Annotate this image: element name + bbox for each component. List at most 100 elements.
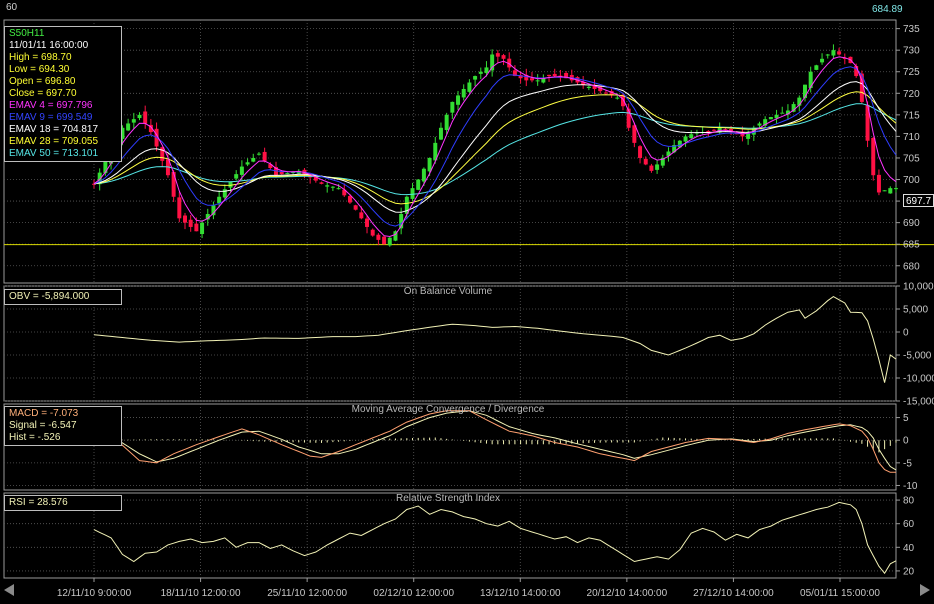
candle-body [410, 188, 415, 199]
candle-body [239, 166, 244, 175]
candle-body [774, 114, 779, 119]
y-tick-label: 685 [903, 240, 920, 251]
candle-body [251, 157, 256, 162]
candle-body [256, 153, 261, 155]
candle-body [387, 237, 392, 246]
time-scrollbar[interactable] [4, 582, 930, 599]
candle-body [205, 214, 210, 220]
candle-body [211, 205, 216, 216]
y-tick-label: 715 [903, 110, 920, 121]
rsi-value: RSI = 28.576 [9, 497, 68, 508]
candle-body [854, 66, 859, 77]
candle-body [478, 71, 483, 74]
y-tick-label: 690 [903, 218, 920, 229]
candle-body [285, 173, 290, 175]
y-tick-label: 80 [903, 496, 915, 507]
candle-body [200, 222, 205, 235]
candle-body [296, 170, 301, 174]
emav4-line [93, 56, 897, 238]
y-tick-label: 40 [903, 543, 915, 554]
candle-body [467, 82, 472, 92]
y-tick-label: -10 [903, 481, 918, 492]
x-tick-label: 05/01/11 15:00:00 [800, 588, 880, 599]
candle-body [837, 51, 842, 55]
candle-body [507, 58, 512, 68]
candle-body [598, 86, 603, 92]
candle-body [547, 74, 552, 77]
candle-body [592, 84, 597, 89]
candle-body [484, 67, 489, 74]
symbol-label: S50H11 [9, 28, 45, 39]
x-tick-label: 20/12/10 14:00:00 [587, 588, 668, 599]
candle-body [495, 53, 500, 57]
candle-body [353, 205, 358, 210]
candle-body [103, 161, 108, 174]
candle-body [313, 175, 318, 181]
candle-body [638, 146, 643, 158]
candle-body [97, 172, 102, 185]
candle-body [780, 112, 785, 114]
emav9-label: EMAV 9 = 699.549 [9, 112, 93, 123]
rsi-line [93, 501, 897, 575]
y-tick-label: 700 [903, 175, 920, 186]
candle-body [763, 119, 768, 126]
obv-line [93, 296, 897, 383]
candle-body [842, 57, 847, 59]
candle-body [421, 168, 426, 182]
y-tick-label: 60 [903, 519, 915, 530]
scroll-left-arrow[interactable] [4, 584, 14, 596]
candle-body [131, 119, 136, 123]
low-label: Low = 694.30 [9, 64, 70, 75]
y-tick-label: 0 [903, 436, 909, 447]
candle-body [399, 214, 404, 229]
candle-body [171, 171, 176, 197]
candle-body [217, 196, 222, 204]
candle-body [655, 164, 660, 170]
candle-body [336, 188, 341, 190]
candle-body [586, 86, 591, 89]
candle-body [382, 236, 387, 245]
candle-body [490, 54, 495, 71]
candle-body [319, 182, 324, 184]
candle-body [433, 142, 438, 161]
candle-body [438, 127, 443, 140]
y-tick-label: 5,000 [903, 305, 928, 316]
candle-body [188, 219, 193, 227]
candle-body [649, 165, 654, 171]
signal-value: Signal = -6.547 [9, 420, 77, 431]
close-label: Close = 697.70 [9, 88, 77, 99]
last-value-label: 684.89 [872, 4, 903, 15]
candle-body [365, 218, 370, 227]
datetime-label: 11/01/11 16:00:00 [9, 40, 89, 51]
y-tick-label: -5 [903, 458, 912, 469]
candle-body [222, 189, 227, 198]
candle-body [689, 134, 694, 139]
candle-body [342, 189, 347, 196]
y-tick-label: 0 [903, 328, 909, 339]
candle-body [245, 162, 250, 165]
candle-body [785, 110, 790, 115]
macd-value: MACD = -7.073 [9, 408, 79, 419]
candle-body [814, 65, 819, 70]
emav28-label: EMAV 28 = 709.055 [9, 136, 99, 147]
rsi-legend: RSI = 28.576 [4, 495, 122, 511]
candle-body [376, 234, 381, 240]
y-tick-label: 680 [903, 261, 920, 272]
candle-body [660, 157, 665, 166]
candle-body [609, 91, 614, 96]
emav9-line [93, 66, 897, 227]
x-tick-label: 25/11/10 12:00:00 [267, 588, 347, 599]
obv-legend: OBV = -5,894.000 [4, 289, 122, 305]
y-tick-label: -15,000 [903, 397, 934, 408]
scroll-right-arrow[interactable] [920, 584, 930, 596]
obv-value: OBV = -5,894.000 [9, 291, 90, 302]
candle-body [615, 97, 620, 99]
emav18-label: EMAV 18 = 704.817 [9, 124, 99, 135]
candle-body [330, 186, 335, 188]
candle-body [143, 111, 148, 124]
y-tick-label: -10,000 [903, 374, 934, 385]
candle-body [404, 196, 409, 214]
candle-body [757, 123, 762, 126]
emav50-label: EMAV 50 = 713.101 [9, 148, 99, 159]
